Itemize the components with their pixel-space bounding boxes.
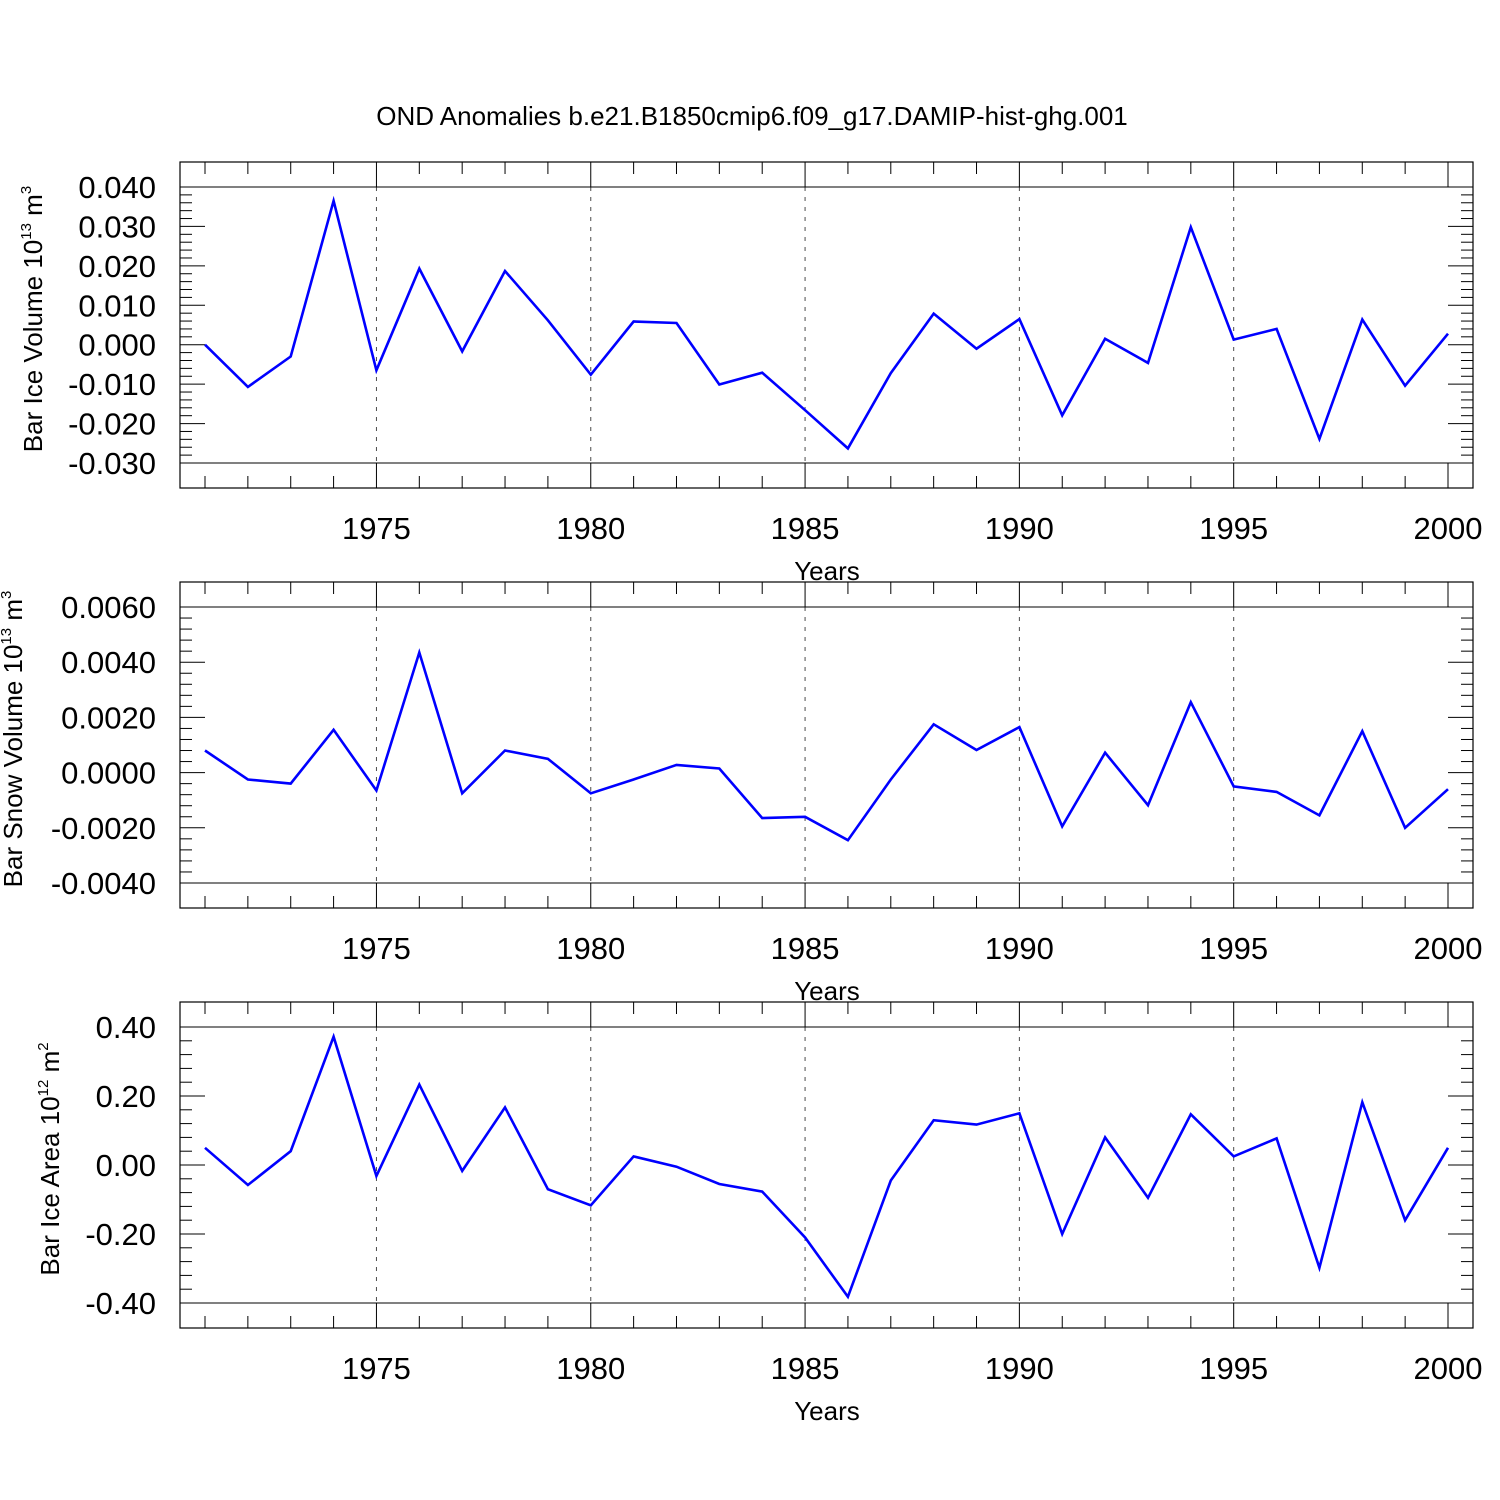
plot-frame bbox=[179, 161, 1474, 489]
y-tick-label: -0.0020 bbox=[51, 811, 156, 846]
y-tick-label: 0.040 bbox=[78, 170, 156, 205]
x-tick-label: 1995 bbox=[1199, 931, 1268, 966]
y-tick-label: 0.000 bbox=[78, 328, 156, 363]
x-tick-label: 1975 bbox=[342, 931, 411, 966]
y-tick-label: 0.010 bbox=[78, 288, 156, 323]
x-tick-label: 1995 bbox=[1199, 1351, 1268, 1386]
chart-panel-2: -0.0040 -0.0020 0.0000 0.0020 0.0040 0.0060 19… bbox=[0, 581, 1483, 1006]
x-tick-label: 1975 bbox=[342, 1351, 411, 1386]
panels: -0.030 -0.020 -0.010 0.000 0.010 0.020 0.030 0.… bbox=[0, 161, 1483, 1426]
x-tick-label: 1985 bbox=[771, 511, 840, 546]
x-tick-label: 2000 bbox=[1414, 931, 1483, 966]
series-line bbox=[204, 1032, 1450, 1300]
series-line bbox=[204, 648, 1449, 842]
x-tick-label: 1995 bbox=[1199, 511, 1268, 546]
x-tick-label: 1980 bbox=[556, 1351, 625, 1386]
chart-panel-3: -0.40 -0.20 0.00 0.20 0.40 1975 1980 1985 1990 19… bbox=[35, 1001, 1483, 1426]
y-tick-label: 0.0040 bbox=[61, 645, 156, 680]
y-axis-label: Bar Snow Volume 1013 m3 bbox=[0, 591, 28, 888]
figure-title: OND Anomalies b.e21.B1850cmip6.f09_g17.D… bbox=[376, 101, 1128, 131]
x-axis-label: Years bbox=[794, 976, 860, 1006]
y-tick-label: 0.0020 bbox=[61, 700, 156, 735]
y-tick-label: -0.020 bbox=[68, 407, 156, 442]
y-tick-label: 0.020 bbox=[78, 249, 156, 284]
y-tick-label: 0.20 bbox=[96, 1079, 156, 1114]
y-axis-label: Bar Ice Volume 1013 m3 bbox=[18, 186, 48, 452]
x-axis-label: Years bbox=[794, 1396, 860, 1426]
x-tick-label: 1985 bbox=[771, 1351, 840, 1386]
x-tick-label: 2000 bbox=[1414, 1351, 1483, 1386]
x-tick-label: 2000 bbox=[1414, 511, 1483, 546]
y-tick-label: 0.40 bbox=[96, 1010, 156, 1045]
y-tick-label: 0.0000 bbox=[61, 756, 156, 791]
y-tick-label: -0.010 bbox=[68, 367, 156, 402]
x-tick-label: 1980 bbox=[556, 931, 625, 966]
y-tick-label: 0.0060 bbox=[61, 590, 156, 625]
y-tick-label: 0.00 bbox=[96, 1148, 156, 1183]
y-tick-label: -0.030 bbox=[68, 446, 156, 481]
x-tick-label: 1980 bbox=[556, 511, 625, 546]
x-tick-label: 1990 bbox=[985, 511, 1054, 546]
x-tick-label: 1990 bbox=[985, 1351, 1054, 1386]
y-axis-label: Bar Ice Area 1012 m2 bbox=[35, 1042, 65, 1275]
plot-frame bbox=[179, 581, 1474, 909]
x-tick-label: 1990 bbox=[985, 931, 1054, 966]
y-tick-label: -0.20 bbox=[85, 1217, 156, 1252]
x-tick-label: 1975 bbox=[342, 511, 411, 546]
y-tick-label: -0.40 bbox=[85, 1286, 156, 1321]
chart-panel-1: -0.030 -0.020 -0.010 0.000 0.010 0.020 0.030 0.… bbox=[18, 161, 1483, 586]
y-tick-label: -0.0040 bbox=[51, 866, 156, 901]
y-tick-label: 0.030 bbox=[78, 209, 156, 244]
x-tick-label: 1985 bbox=[771, 931, 840, 966]
x-axis-label: Years bbox=[794, 556, 860, 586]
series-line bbox=[204, 195, 1450, 451]
